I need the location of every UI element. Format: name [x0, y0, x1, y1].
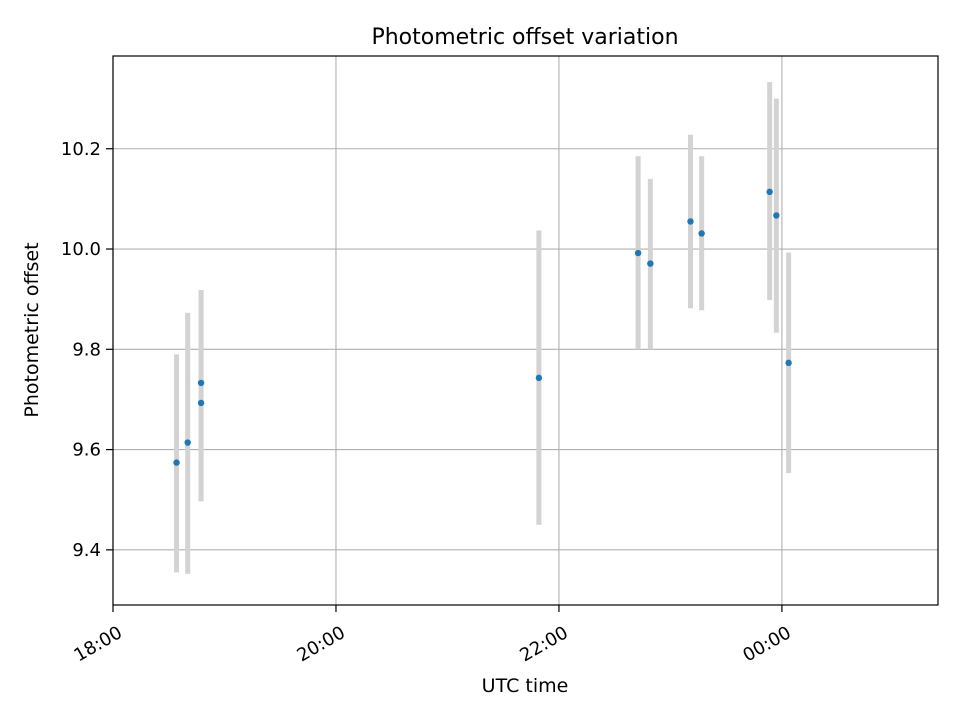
y-tick-label: 9.4 — [72, 540, 101, 561]
data-point — [197, 399, 205, 407]
y-tick-label: 9.8 — [72, 339, 101, 360]
data-point — [197, 379, 205, 387]
data-point — [687, 218, 694, 225]
data-point — [647, 260, 654, 267]
data-point — [773, 212, 780, 219]
data-point — [173, 459, 180, 466]
data-point — [785, 359, 792, 367]
data-points — [173, 188, 792, 466]
data-point — [698, 230, 705, 237]
y-axis-ticks: 9.4 9.6 9.8 10.0 10.2 — [61, 139, 113, 561]
y-tick-label: 10.2 — [61, 139, 101, 160]
y-tick-label: 9.6 — [72, 440, 101, 461]
y-tick-label: 10.0 — [61, 239, 101, 260]
y-axis-label: Photometric offset — [21, 242, 43, 417]
data-point — [184, 439, 191, 446]
chart-title: Photometric offset variation — [371, 25, 678, 50]
x-axis-label: UTC time — [482, 675, 569, 697]
data-point — [535, 374, 543, 382]
data-point — [766, 188, 773, 196]
data-point — [634, 249, 642, 257]
grid-lines — [112, 56, 938, 605]
plot-frame — [112, 55, 939, 606]
